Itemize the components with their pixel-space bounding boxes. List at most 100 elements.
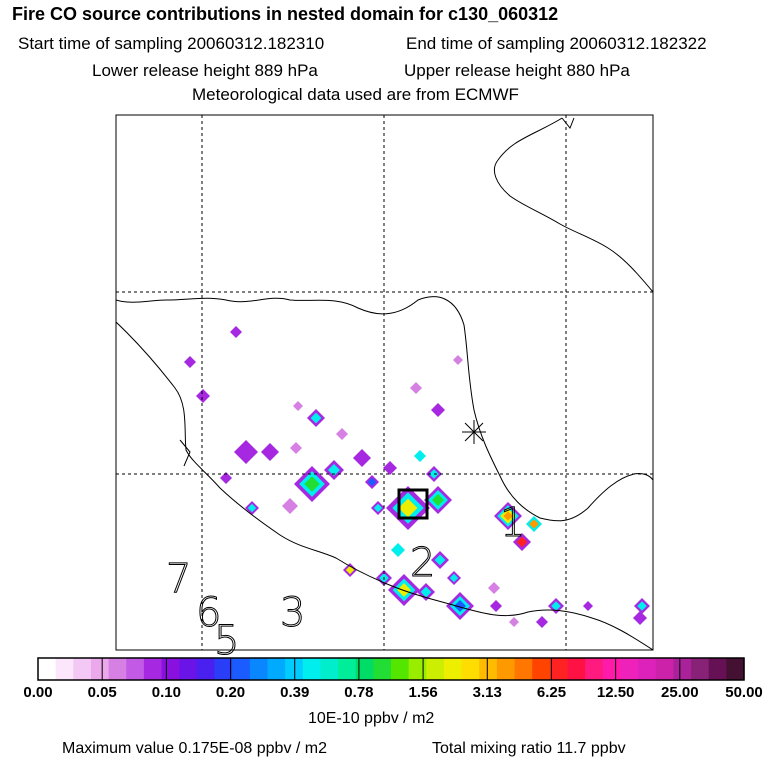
concentration-cell <box>383 461 397 475</box>
concentration-cell <box>398 498 418 518</box>
colorbar-tick-label: 0.05 <box>87 684 117 701</box>
concentration-cell <box>454 600 466 612</box>
concentration-cell <box>434 554 446 566</box>
coastline <box>116 117 653 650</box>
concentration-cell <box>282 498 298 514</box>
region-label-1: 1 <box>500 500 525 546</box>
map-frame <box>115 114 654 651</box>
colorbar-segment <box>143 658 163 680</box>
region-label-5: 5 <box>214 618 239 664</box>
concentration-cell <box>230 326 242 338</box>
colorbar-segment <box>691 658 710 680</box>
colorbar-segment <box>196 658 216 680</box>
colorbar-segment <box>532 658 551 680</box>
concentration-cell <box>503 511 513 521</box>
colorbar-tick-label: 0.00 <box>23 684 53 701</box>
concentration-cell <box>410 382 422 394</box>
colorbar-segment <box>673 658 692 680</box>
colorbar-segment <box>602 658 622 680</box>
max-value-label: Maximum value 0.175E-08 ppbv / m2 <box>62 740 328 757</box>
colorbar-segment <box>249 658 269 680</box>
concentration-cell <box>420 586 432 598</box>
concentration-cell <box>414 450 426 462</box>
colorbar-segment <box>232 658 251 680</box>
colorbar-segment <box>443 658 463 680</box>
colorbar-segment <box>426 658 445 680</box>
colorbar-segment <box>638 658 657 680</box>
concentration-cell <box>431 403 445 417</box>
concentration-cell <box>488 582 500 594</box>
meteo-source-label: Meteorological data used are from ECMWF <box>192 85 519 104</box>
concentration-cell <box>310 412 322 424</box>
lower-release-label: Lower release height 889 hPa <box>92 61 318 80</box>
colorbar-segment <box>285 658 304 680</box>
region-label-3: 3 <box>280 590 305 636</box>
colorbar-segment <box>408 658 427 680</box>
region-label-2: 2 <box>410 540 435 586</box>
colorbar-tick-label: 3.13 <box>472 684 502 701</box>
concentration-cell <box>516 536 528 548</box>
colorbar-segment <box>708 658 727 680</box>
colorbar-segment <box>214 658 233 680</box>
concentration-cell <box>373 503 383 513</box>
colorbar-segment <box>38 658 57 680</box>
concentration-cell <box>633 611 647 625</box>
colorbar-tick-label: 50.00 <box>725 684 763 701</box>
concentration-cell <box>529 519 539 529</box>
colorbar-segment <box>585 658 604 680</box>
concentration-cell <box>391 543 405 557</box>
colorbar-segment <box>161 658 180 680</box>
colorbar-segment <box>567 658 586 680</box>
concentration-cell <box>328 464 340 476</box>
end-time-label: End time of sampling 20060312.182322 <box>406 34 707 53</box>
concentration-field <box>184 326 650 628</box>
concentration-cell <box>449 573 459 583</box>
colorbar-segment <box>90 658 110 680</box>
concentration-cell <box>353 449 371 467</box>
concentration-cell <box>336 428 348 440</box>
colorbar-tick-label: 1.56 <box>408 684 438 701</box>
colorbar-segment <box>514 658 533 680</box>
release-box <box>397 488 429 520</box>
colorbar <box>37 657 745 681</box>
colorbar-segment <box>267 658 286 680</box>
lat-lon-grid <box>116 115 653 650</box>
site-marker-asterisk-icon <box>462 420 486 444</box>
concentration-cell <box>196 389 210 403</box>
concentration-cell <box>261 443 279 461</box>
chart-title: Fire CO source contributions in nested d… <box>12 4 559 24</box>
colorbar-segment <box>391 658 410 680</box>
colorbar-segment <box>355 658 374 680</box>
colorbar-segment <box>479 658 498 680</box>
colorbar-segment <box>320 658 339 680</box>
colorbar-segment <box>302 658 321 680</box>
colorbar-segment <box>373 658 392 680</box>
colorbar-segment <box>655 658 674 680</box>
colorbar-tick-label: 12.50 <box>596 684 635 701</box>
colorbar-tick-label: 0.39 <box>280 684 310 701</box>
concentration-cell <box>536 616 548 628</box>
colorbar-segment <box>126 658 145 680</box>
total-mixing-label: Total mixing ratio 11.7 ppbv <box>432 740 626 757</box>
concentration-cell <box>220 472 232 484</box>
colorbar-tick-label: 25.00 <box>661 684 699 701</box>
concentration-cell <box>583 601 593 611</box>
concentration-cell <box>637 601 647 611</box>
start-time-label: Start time of sampling 20060312.182310 <box>18 34 325 53</box>
upper-release-label: Upper release height 880 hPa <box>404 61 630 80</box>
concentration-cell <box>184 356 196 368</box>
colorbar-segment <box>73 658 92 680</box>
concentration-cell <box>304 476 320 492</box>
region-label-6: 6 <box>196 590 221 636</box>
concentration-cell <box>293 401 303 411</box>
colorbar-tick-label: 0.20 <box>215 684 246 701</box>
colorbar-tick-label: 0.78 <box>344 684 374 701</box>
colorbar-segment <box>338 658 357 680</box>
concentration-cell <box>432 494 444 506</box>
colorbar-tick-label: 0.10 <box>151 684 181 701</box>
colorbar-segment <box>179 658 198 680</box>
colorbar-segment <box>55 658 74 680</box>
colorbar-segment <box>496 658 516 680</box>
concentration-cell <box>509 617 519 627</box>
